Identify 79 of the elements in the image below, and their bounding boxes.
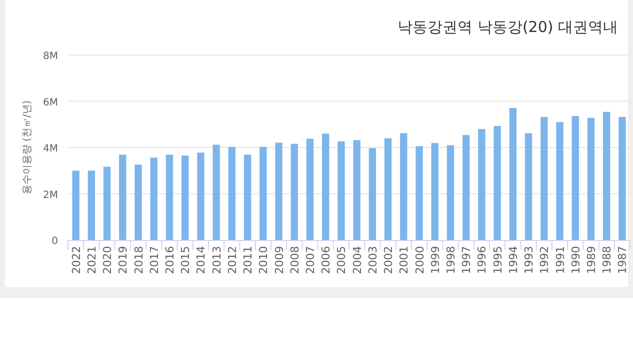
- bar: [228, 146, 236, 240]
- x-tick-label: 2003: [366, 246, 380, 274]
- bar: [556, 122, 564, 240]
- bar: [212, 144, 220, 240]
- bar: [572, 116, 579, 240]
- bar: [119, 154, 126, 240]
- bar: [400, 133, 408, 240]
- bar: [431, 143, 438, 240]
- bar: [494, 126, 501, 240]
- x-tick-label: 2020: [101, 246, 114, 274]
- bar: [166, 154, 174, 240]
- x-tick-label: 2002: [382, 246, 396, 274]
- x-tick-label: 2022: [70, 246, 83, 274]
- bar: [416, 146, 423, 240]
- bar: [134, 164, 142, 240]
- x-tick-label: 1995: [491, 246, 504, 274]
- y-tick-label: 8M: [43, 51, 58, 62]
- x-tick-label: 2012: [226, 246, 239, 274]
- bar: [197, 152, 204, 240]
- x-tick-label: 1998: [444, 246, 458, 274]
- x-tick-label: 2018: [132, 246, 146, 274]
- x-tick-label: 1993: [522, 246, 536, 274]
- x-tick-label: 1999: [428, 246, 442, 274]
- x-tick-label: 2011: [242, 246, 255, 274]
- bar: [602, 112, 610, 240]
- bar: [244, 154, 252, 240]
- x-tick-label: 1989: [584, 246, 598, 274]
- bar: [618, 116, 626, 240]
- chart-title: 낙동강권역 낙동강(20) 대권역내: [398, 18, 618, 36]
- bar: [524, 133, 532, 240]
- x-tick-label: 1992: [538, 246, 552, 274]
- bar: [338, 141, 345, 240]
- x-tick-label: 2005: [335, 246, 348, 274]
- bar: [181, 156, 189, 240]
- bar: [446, 145, 454, 240]
- x-tick-label: 1987: [616, 246, 630, 274]
- y-axis-title: 용수이용량 (천㎥/년): [22, 100, 33, 195]
- x-tick-label: 2017: [148, 246, 161, 274]
- bar: [103, 166, 111, 240]
- x-tick-label: 2015: [179, 246, 192, 274]
- bar: [290, 144, 298, 240]
- x-tick-label: 2006: [320, 246, 333, 274]
- bar: [478, 129, 486, 240]
- bar: [462, 135, 470, 240]
- x-tick-label: 2016: [163, 246, 176, 274]
- x-tick-label: 2009: [272, 246, 286, 274]
- x-tick-label: 2004: [350, 246, 364, 274]
- bar: [587, 118, 595, 240]
- x-tick-label: 1994: [506, 246, 520, 274]
- bar: [72, 170, 80, 240]
- x-tick-label: 1997: [460, 246, 474, 274]
- bar: [150, 158, 158, 240]
- bar: [368, 148, 376, 240]
- x-tick-label: 2014: [194, 246, 208, 274]
- bar: [322, 134, 330, 240]
- bar: [260, 146, 267, 240]
- x-tick-label: 2021: [85, 246, 98, 274]
- x-tick-label: 1990: [569, 246, 582, 274]
- bar: [306, 138, 314, 240]
- bar: [509, 108, 517, 240]
- x-tick-label: 2000: [413, 246, 426, 274]
- x-tick-label: 1988: [600, 246, 614, 274]
- bar: [384, 138, 392, 240]
- x-tick-label: 2001: [398, 246, 411, 274]
- y-tick-label: 0: [52, 236, 58, 247]
- x-tick-label: 2019: [116, 246, 130, 274]
- x-tick-label: 2008: [288, 246, 302, 274]
- bar: [275, 142, 282, 240]
- y-tick-label: 2M: [43, 190, 58, 201]
- x-tick-label: 2007: [304, 246, 317, 274]
- x-tick-label: 1991: [554, 246, 567, 274]
- bar: [353, 140, 360, 240]
- bar: [88, 170, 96, 240]
- y-tick-label: 6M: [43, 97, 58, 108]
- bar: [540, 116, 548, 240]
- x-tick-label: 2013: [210, 246, 224, 274]
- x-tick-label: 1996: [476, 246, 489, 274]
- x-tick-label: 2010: [257, 246, 270, 274]
- y-tick-label: 4M: [43, 144, 58, 154]
